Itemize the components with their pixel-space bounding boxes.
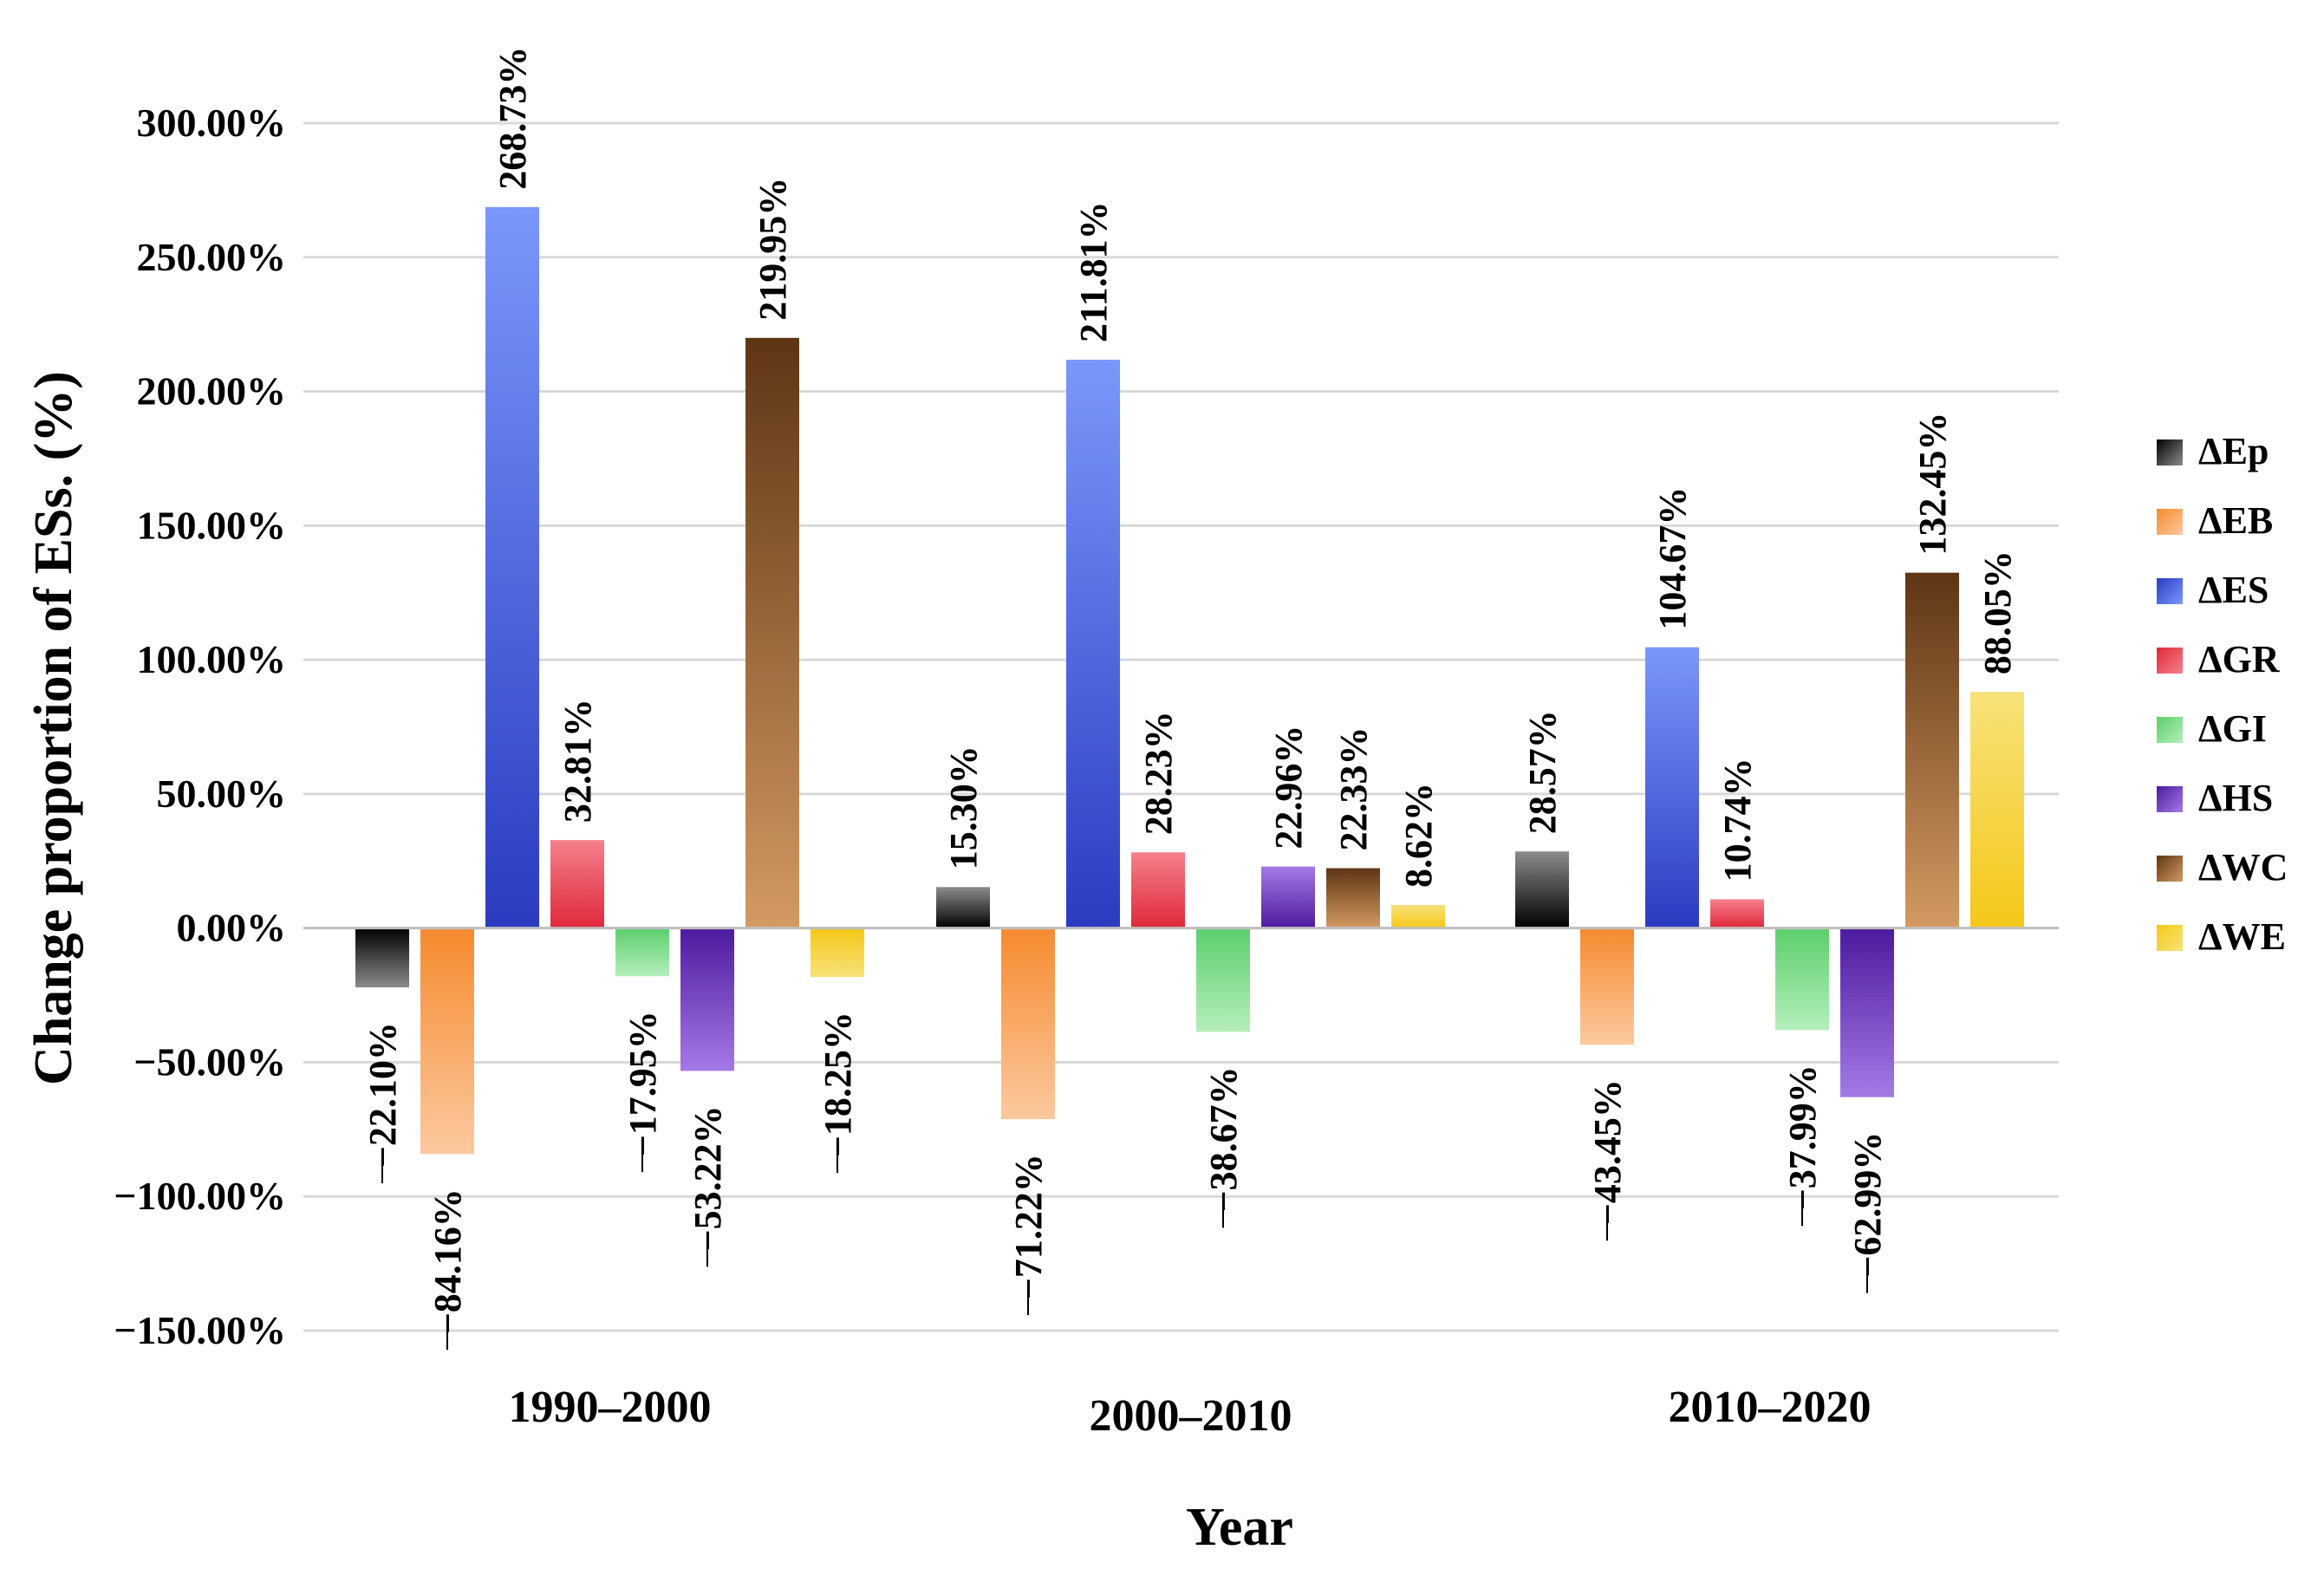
- data-label: 8.62%: [1397, 783, 1440, 888]
- data-label: −53.22%: [687, 1105, 729, 1251]
- legend: ΔEp ΔEB ΔES ΔGR ΔGI ΔHS ΔWC ΔWE: [2157, 430, 2288, 958]
- data-label: 10.74%: [1716, 758, 1759, 882]
- data-label: 268.73%: [491, 47, 534, 190]
- data-label: −38.67%: [1202, 1066, 1245, 1212]
- data-label: 211.81%: [1072, 201, 1115, 342]
- x-axis-categories: 1990–2000 2000–2010 2010–2020: [509, 1383, 1872, 1441]
- legend-label: ΔEp: [2198, 430, 2269, 472]
- bar: [1066, 359, 1120, 928]
- legend-label: ΔWC: [2198, 846, 2288, 889]
- bar: [550, 840, 604, 928]
- bar: [810, 928, 864, 978]
- x-category-label: 2010–2020: [1669, 1383, 1872, 1432]
- y-tick-label: −100.00%: [114, 1174, 286, 1218]
- y-tick-label: 150.00%: [137, 503, 287, 547]
- x-category-label: 1990–2000: [509, 1383, 712, 1432]
- data-label: 15.30%: [942, 745, 985, 869]
- bar: [1515, 851, 1569, 928]
- y-tick-label: 200.00%: [137, 369, 287, 413]
- bar: [745, 337, 799, 928]
- data-label: 104.67%: [1651, 487, 1694, 630]
- data-label: −71.22%: [1007, 1154, 1050, 1299]
- bar: [936, 887, 990, 928]
- data-labels: −22.10% −84.16% 268.73% 32.81% −17.95% −53.22…: [361, 47, 2019, 1351]
- legend-label: ΔGR: [2198, 638, 2281, 680]
- data-label: 28.23%: [1137, 711, 1180, 835]
- legend-label: ΔWE: [2198, 915, 2286, 958]
- y-axis-title: Change proportion of ESs. (%): [24, 371, 83, 1085]
- data-label: −62.99%: [1846, 1132, 1889, 1278]
- legend-swatch: [2157, 578, 2183, 604]
- data-label: −22.10%: [361, 1022, 404, 1168]
- bar: [1131, 852, 1185, 928]
- y-tick-label: −50.00%: [133, 1039, 286, 1084]
- data-label: 219.95%: [752, 178, 794, 321]
- data-label: −37.99%: [1781, 1064, 1824, 1210]
- bar: [680, 928, 734, 1071]
- data-label: 32.81%: [557, 699, 599, 823]
- bar: [1580, 928, 1634, 1045]
- bar: [1261, 866, 1315, 928]
- data-label: −18.25%: [817, 1012, 859, 1157]
- data-label: −43.45%: [1586, 1079, 1629, 1225]
- legend-swatch: [2157, 856, 2183, 882]
- bar: [1645, 647, 1699, 928]
- bar: [1001, 928, 1055, 1120]
- bar: [1775, 928, 1829, 1031]
- legend-swatch: [2157, 786, 2183, 812]
- data-label: 22.33%: [1332, 727, 1375, 851]
- data-label: −17.95%: [622, 1011, 664, 1156]
- bar: [485, 206, 539, 928]
- data-label: 22.96%: [1267, 726, 1310, 850]
- bars: [355, 206, 2024, 1155]
- legend-swatch: [2157, 509, 2183, 535]
- y-tick-label: 50.00%: [157, 771, 287, 816]
- bar: [1970, 692, 2024, 928]
- x-axis-title: Year: [1186, 1498, 1293, 1557]
- bar: [355, 928, 409, 988]
- bar: [1326, 868, 1380, 928]
- bar: [1840, 928, 1894, 1097]
- bar: [1905, 572, 1959, 928]
- legend-swatch: [2157, 925, 2183, 951]
- bar: [1391, 904, 1445, 928]
- y-tick-label: −150.00%: [114, 1308, 286, 1352]
- y-tick-label: 250.00%: [137, 235, 287, 279]
- legend-swatch: [2157, 439, 2183, 465]
- legend-swatch: [2157, 648, 2183, 674]
- legend-swatch: [2157, 717, 2183, 743]
- x-category-label: 2000–2010: [1090, 1391, 1292, 1441]
- legend-label: ΔHS: [2198, 777, 2273, 819]
- legend-label: ΔGI: [2198, 707, 2267, 750]
- y-axis-ticks: 300.00% 250.00% 200.00% 150.00% 100.00% 50.00…: [114, 101, 286, 1352]
- data-label: 88.05%: [1976, 550, 2019, 674]
- y-tick-label: 0.00%: [177, 906, 287, 950]
- y-tick-label: 100.00%: [137, 637, 287, 681]
- data-label: 28.57%: [1521, 710, 1564, 834]
- data-label: −84.16%: [426, 1188, 469, 1334]
- bar: [420, 928, 474, 1155]
- legend-label: ΔEB: [2198, 499, 2273, 542]
- bar: [1710, 899, 1764, 928]
- bar: [1196, 928, 1250, 1032]
- data-label: 132.45%: [1911, 413, 1954, 556]
- bar: [615, 928, 669, 977]
- y-tick-label: 300.00%: [137, 101, 287, 145]
- legend-label: ΔES: [2198, 569, 2269, 611]
